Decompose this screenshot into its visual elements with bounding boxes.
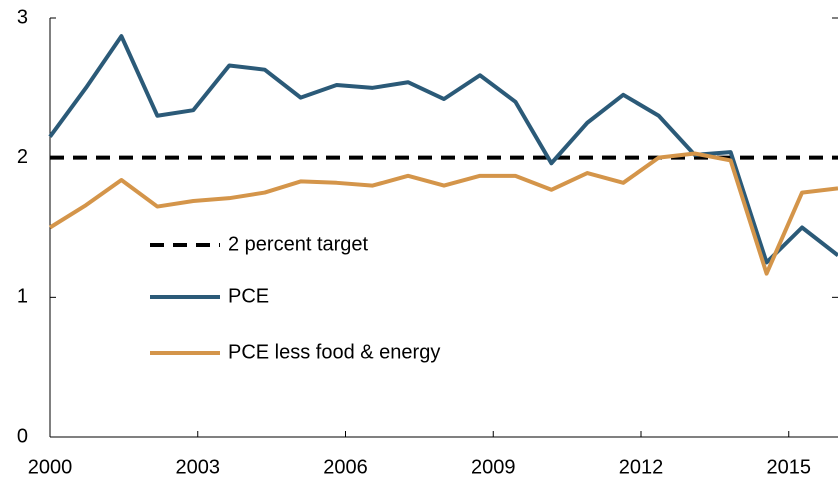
legend-label: PCE — [228, 285, 269, 307]
x-tick-label: 2003 — [176, 456, 221, 478]
x-tick-label: 2012 — [619, 456, 664, 478]
series-line — [48, 34, 838, 265]
x-tick-label: 2000 — [28, 456, 73, 478]
legend-label: 2 percent target — [228, 233, 369, 255]
y-tick-label: 2 — [17, 146, 28, 168]
x-tick-label: 2009 — [471, 456, 516, 478]
y-tick-label: 1 — [17, 286, 28, 308]
x-tick-label: 2006 — [323, 456, 368, 478]
y-tick-label: 0 — [17, 425, 28, 447]
legend-label: PCE less food & energy — [228, 341, 440, 363]
x-tick-label: 2015 — [767, 456, 812, 478]
series-line — [48, 151, 838, 276]
y-tick-label: 3 — [17, 6, 28, 28]
